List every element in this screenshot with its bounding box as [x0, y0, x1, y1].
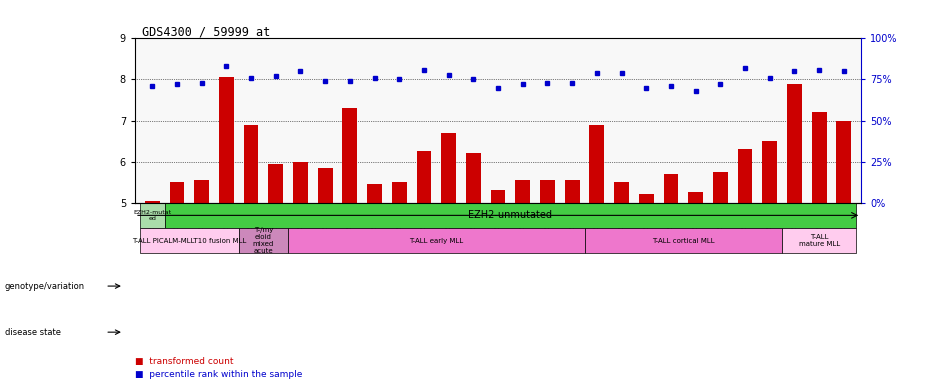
Bar	[140, 228, 238, 253]
Text: T-/my
eloid
mixed
acute: T-/my eloid mixed acute	[253, 227, 274, 254]
Bar	[812, 112, 827, 384]
Bar	[540, 180, 555, 384]
Bar	[614, 182, 629, 384]
Text: GDS4300 / 59999_at: GDS4300 / 59999_at	[142, 25, 271, 38]
Bar	[589, 125, 604, 384]
Bar	[288, 228, 585, 253]
Bar	[195, 180, 209, 384]
Text: T-ALL early MLL: T-ALL early MLL	[410, 238, 464, 244]
Bar	[565, 180, 580, 384]
Bar	[762, 141, 777, 384]
Bar	[140, 203, 165, 228]
Bar	[782, 228, 857, 253]
Bar	[836, 121, 851, 384]
Bar	[367, 184, 382, 384]
Bar	[516, 180, 530, 384]
Bar	[268, 164, 283, 384]
Bar	[244, 125, 259, 384]
Bar	[219, 78, 234, 384]
Text: T-ALL
mature MLL: T-ALL mature MLL	[799, 234, 840, 247]
Text: ■  transformed count: ■ transformed count	[135, 357, 234, 366]
Bar	[441, 133, 456, 384]
Text: ■  percentile rank within the sample: ■ percentile rank within the sample	[135, 371, 303, 379]
Text: disease state: disease state	[5, 328, 61, 337]
Bar	[466, 153, 480, 384]
Bar	[416, 151, 431, 384]
Bar	[585, 228, 782, 253]
Bar	[713, 172, 728, 384]
Bar	[737, 149, 752, 384]
Bar	[688, 192, 703, 384]
Bar	[491, 190, 506, 384]
Bar	[145, 200, 160, 384]
Bar	[664, 174, 679, 384]
Text: genotype/variation: genotype/variation	[5, 281, 85, 291]
Bar	[293, 162, 308, 384]
Text: T-ALL PICALM-MLLT10 fusion MLL: T-ALL PICALM-MLLT10 fusion MLL	[132, 238, 247, 244]
Bar	[343, 108, 358, 384]
Bar	[317, 168, 332, 384]
Bar	[238, 228, 288, 253]
Bar	[787, 84, 802, 384]
Bar	[169, 182, 184, 384]
Bar	[392, 182, 407, 384]
Bar	[639, 194, 654, 384]
Text: EZH2-mutat
ed: EZH2-mutat ed	[133, 210, 171, 221]
Text: T-ALL cortical MLL: T-ALL cortical MLL	[652, 238, 715, 244]
Text: EZH2-unmutated: EZH2-unmutated	[468, 210, 552, 220]
